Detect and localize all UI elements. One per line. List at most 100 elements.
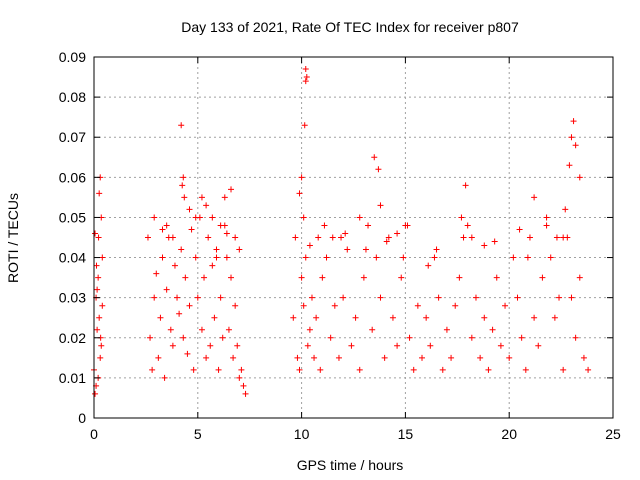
data-point — [98, 342, 105, 349]
data-point — [481, 314, 488, 321]
data-point — [335, 354, 342, 361]
data-point — [468, 234, 475, 241]
data-point — [94, 286, 101, 293]
data-point — [580, 354, 587, 361]
data-point — [317, 366, 324, 373]
data-point — [522, 366, 529, 373]
data-point — [369, 326, 376, 333]
data-point — [547, 254, 554, 261]
data-point — [481, 242, 488, 249]
data-point — [410, 366, 417, 373]
data-point — [383, 238, 390, 245]
data-point — [502, 302, 509, 309]
data-point — [298, 274, 305, 281]
data-point — [375, 166, 382, 173]
data-point — [163, 286, 170, 293]
data-point — [556, 294, 563, 301]
x-tick-label: 0 — [90, 426, 98, 442]
data-point — [560, 234, 567, 241]
data-point — [149, 366, 156, 373]
data-point — [356, 214, 363, 221]
data-point — [301, 122, 308, 129]
data-point — [323, 254, 330, 261]
data-point — [514, 294, 521, 301]
data-point — [238, 366, 245, 373]
data-point — [180, 174, 187, 181]
data-point — [543, 214, 550, 221]
data-point — [443, 326, 450, 333]
data-point — [553, 234, 560, 241]
data-point — [171, 262, 178, 269]
data-point — [576, 274, 583, 281]
data-point — [203, 354, 210, 361]
data-point — [213, 246, 220, 253]
x-axis-label: GPS time / hours — [297, 457, 404, 473]
data-point — [302, 78, 309, 85]
data-point — [348, 342, 355, 349]
data-point — [232, 234, 239, 241]
data-point — [539, 274, 546, 281]
data-point — [159, 226, 166, 233]
data-point — [151, 294, 158, 301]
data-point — [360, 274, 367, 281]
data-point — [232, 302, 239, 309]
data-point — [184, 350, 191, 357]
data-point — [425, 262, 432, 269]
data-point — [296, 366, 303, 373]
y-tick-label: 0.05 — [59, 209, 86, 225]
data-point — [99, 254, 106, 261]
y-tick-label: 0.08 — [59, 89, 86, 105]
data-point — [485, 366, 492, 373]
data-point — [344, 246, 351, 253]
data-point — [228, 274, 235, 281]
data-point — [362, 246, 369, 253]
data-point — [174, 294, 181, 301]
data-point — [576, 174, 583, 181]
data-point — [159, 254, 166, 261]
data-point — [491, 238, 498, 245]
data-point — [176, 310, 183, 317]
data-point — [215, 366, 222, 373]
data-point — [94, 326, 101, 333]
data-point — [99, 302, 106, 309]
data-point — [217, 294, 224, 301]
data-point — [163, 222, 170, 229]
x-tick-label: 20 — [501, 426, 517, 442]
data-point — [570, 118, 577, 125]
data-point — [186, 302, 193, 309]
data-point — [531, 314, 538, 321]
data-point — [535, 342, 542, 349]
data-point — [381, 354, 388, 361]
data-point — [188, 226, 195, 233]
data-point — [97, 354, 104, 361]
data-point — [225, 326, 232, 333]
data-point — [452, 302, 459, 309]
data-point — [153, 270, 160, 277]
data-point — [302, 66, 309, 73]
data-point — [462, 182, 469, 189]
data-point — [329, 234, 336, 241]
data-point — [342, 230, 349, 237]
data-point — [190, 366, 197, 373]
data-point — [551, 314, 558, 321]
data-point — [306, 242, 313, 249]
data-point — [566, 162, 573, 169]
data-point — [572, 334, 579, 341]
data-point — [96, 314, 103, 321]
data-point — [319, 274, 326, 281]
data-point — [182, 274, 189, 281]
data-point — [398, 274, 405, 281]
data-point — [400, 254, 407, 261]
y-axis-label: ROTI / TECUs — [5, 193, 21, 283]
data-point — [377, 202, 384, 209]
data-point — [178, 122, 185, 129]
data-point — [209, 262, 216, 269]
data-point — [303, 74, 310, 81]
data-point — [95, 234, 102, 241]
data-point — [219, 334, 226, 341]
y-tick-label: 0.02 — [59, 330, 86, 346]
data-point — [562, 206, 569, 213]
data-point — [181, 194, 188, 201]
data-point — [221, 194, 228, 201]
